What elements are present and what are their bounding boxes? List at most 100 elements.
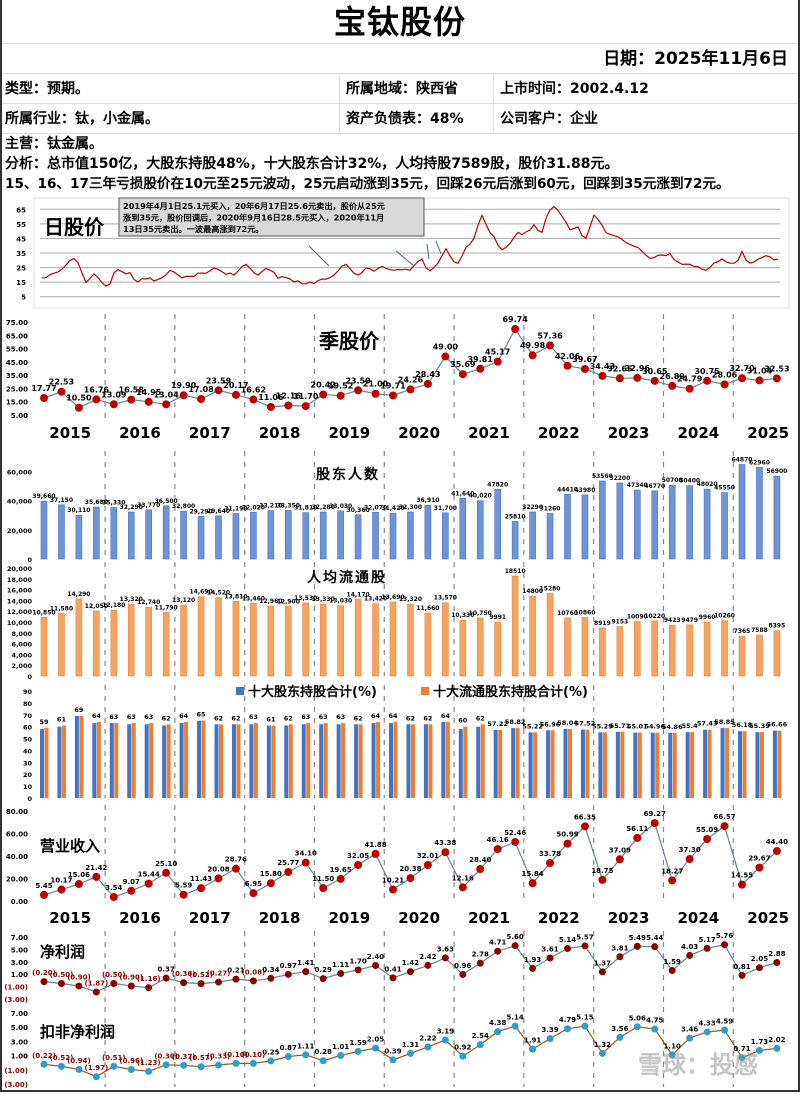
data-point: [110, 1062, 118, 1070]
data-label: (0.36): [172, 970, 196, 978]
data-point: [546, 1035, 554, 1043]
bar: [44, 727, 49, 798]
svg-text:20,000: 20,000: [7, 565, 33, 573]
data-label: 18510: [505, 568, 526, 575]
data-label: 14,290: [67, 591, 90, 598]
data-label: 30.65: [642, 367, 668, 376]
data-label: 36,910: [416, 497, 439, 504]
data-label: (0.10): [224, 1051, 248, 1059]
data-label: 13,320: [399, 596, 422, 603]
data-point: [441, 1036, 449, 1044]
data-label: 0.37: [158, 966, 175, 974]
bar: [633, 732, 638, 798]
bar: [337, 510, 344, 560]
bar: [219, 724, 223, 798]
data-label: 19.90: [171, 381, 197, 390]
main-business: 主营：钛金属。: [5, 136, 103, 152]
bar: [650, 732, 655, 798]
data-point: [703, 835, 712, 844]
type-field: 类型：预期。: [2, 74, 340, 103]
bar: [406, 724, 411, 798]
data-label: 49.98: [520, 341, 546, 350]
bar: [424, 504, 432, 560]
data-label: 56900: [766, 468, 787, 475]
data-point: [127, 395, 136, 404]
bar: [266, 725, 271, 798]
bar: [428, 724, 433, 798]
data-point: [302, 1051, 310, 1059]
year-label: 2019: [329, 424, 371, 442]
data-point: [145, 1067, 153, 1075]
chart-title: 人均流通股: [307, 569, 387, 586]
bar: [393, 721, 398, 798]
data-label: 33,350: [277, 502, 300, 509]
data-label: (0.50): [102, 971, 126, 979]
data-label: 13,690: [381, 594, 404, 601]
bar: [306, 723, 311, 798]
bar: [302, 512, 310, 560]
data-label: 25.10: [155, 860, 177, 868]
data-label: 1.93: [524, 956, 541, 964]
data-point: [109, 893, 118, 902]
bar: [721, 620, 728, 677]
data-label: 24.79: [677, 375, 703, 384]
data-label: 7365: [734, 628, 751, 635]
data-label: 29,640: [207, 508, 230, 515]
bar: [149, 723, 154, 798]
data-label: 5.45: [35, 882, 52, 890]
svg-text:4,000: 4,000: [11, 651, 32, 659]
data-point: [180, 1061, 188, 1069]
data-label: 21.42: [85, 864, 107, 872]
bar: [184, 721, 189, 798]
bar: [423, 724, 428, 798]
data-label: 57.43: [697, 720, 718, 728]
data-label: 11,660: [416, 605, 439, 612]
bar: [585, 729, 590, 798]
data-label: 28.76: [225, 856, 247, 864]
bar: [511, 575, 519, 677]
bar: [180, 604, 187, 677]
data-label: 30,360: [347, 507, 370, 514]
bar: [529, 595, 536, 677]
bar: [633, 489, 641, 560]
industry-field: 所属行业：钛，小金属。: [2, 104, 340, 133]
bar: [777, 730, 782, 798]
data-label: 46.16: [487, 836, 509, 844]
bar: [75, 598, 83, 677]
data-label: 4.75: [646, 1016, 663, 1024]
data-point: [145, 984, 153, 992]
bar: [232, 513, 240, 560]
data-label: 28.43: [415, 370, 440, 379]
bar: [599, 627, 606, 677]
bar: [271, 725, 276, 798]
data-point: [755, 376, 764, 385]
data-label: 13.09: [101, 390, 127, 399]
data-point: [197, 980, 205, 988]
data-label: (1.97): [85, 1064, 109, 1072]
bar: [602, 732, 607, 798]
data-label: 16.76: [84, 385, 110, 394]
data-label: (1.16): [137, 975, 161, 983]
data-point: [580, 364, 589, 373]
bar: [599, 480, 606, 560]
data-label: 55.01: [627, 723, 648, 731]
data-point: [494, 947, 502, 955]
year-label: 2021: [468, 424, 510, 442]
data-point: [668, 381, 677, 390]
data-label: 12.16: [452, 874, 474, 882]
data-label: 13,330: [312, 596, 335, 603]
data-label: 64870: [732, 456, 753, 463]
bar: [598, 732, 603, 798]
data-point: [162, 974, 170, 982]
data-label: 1.91: [524, 1037, 541, 1045]
svg-text:40,000: 40,000: [7, 498, 33, 506]
data-label: 50400: [679, 478, 700, 485]
bar: [690, 732, 695, 798]
data-label: 5.76: [716, 932, 733, 940]
data-label: 15.80: [260, 870, 282, 878]
data-label: 29.67: [748, 855, 770, 863]
svg-text:18,000: 18,000: [7, 576, 33, 584]
svg-text:25.00: 25.00: [6, 385, 28, 393]
legend-item: 十大流通股东持股合计(%): [433, 684, 588, 700]
bar: [58, 613, 65, 677]
